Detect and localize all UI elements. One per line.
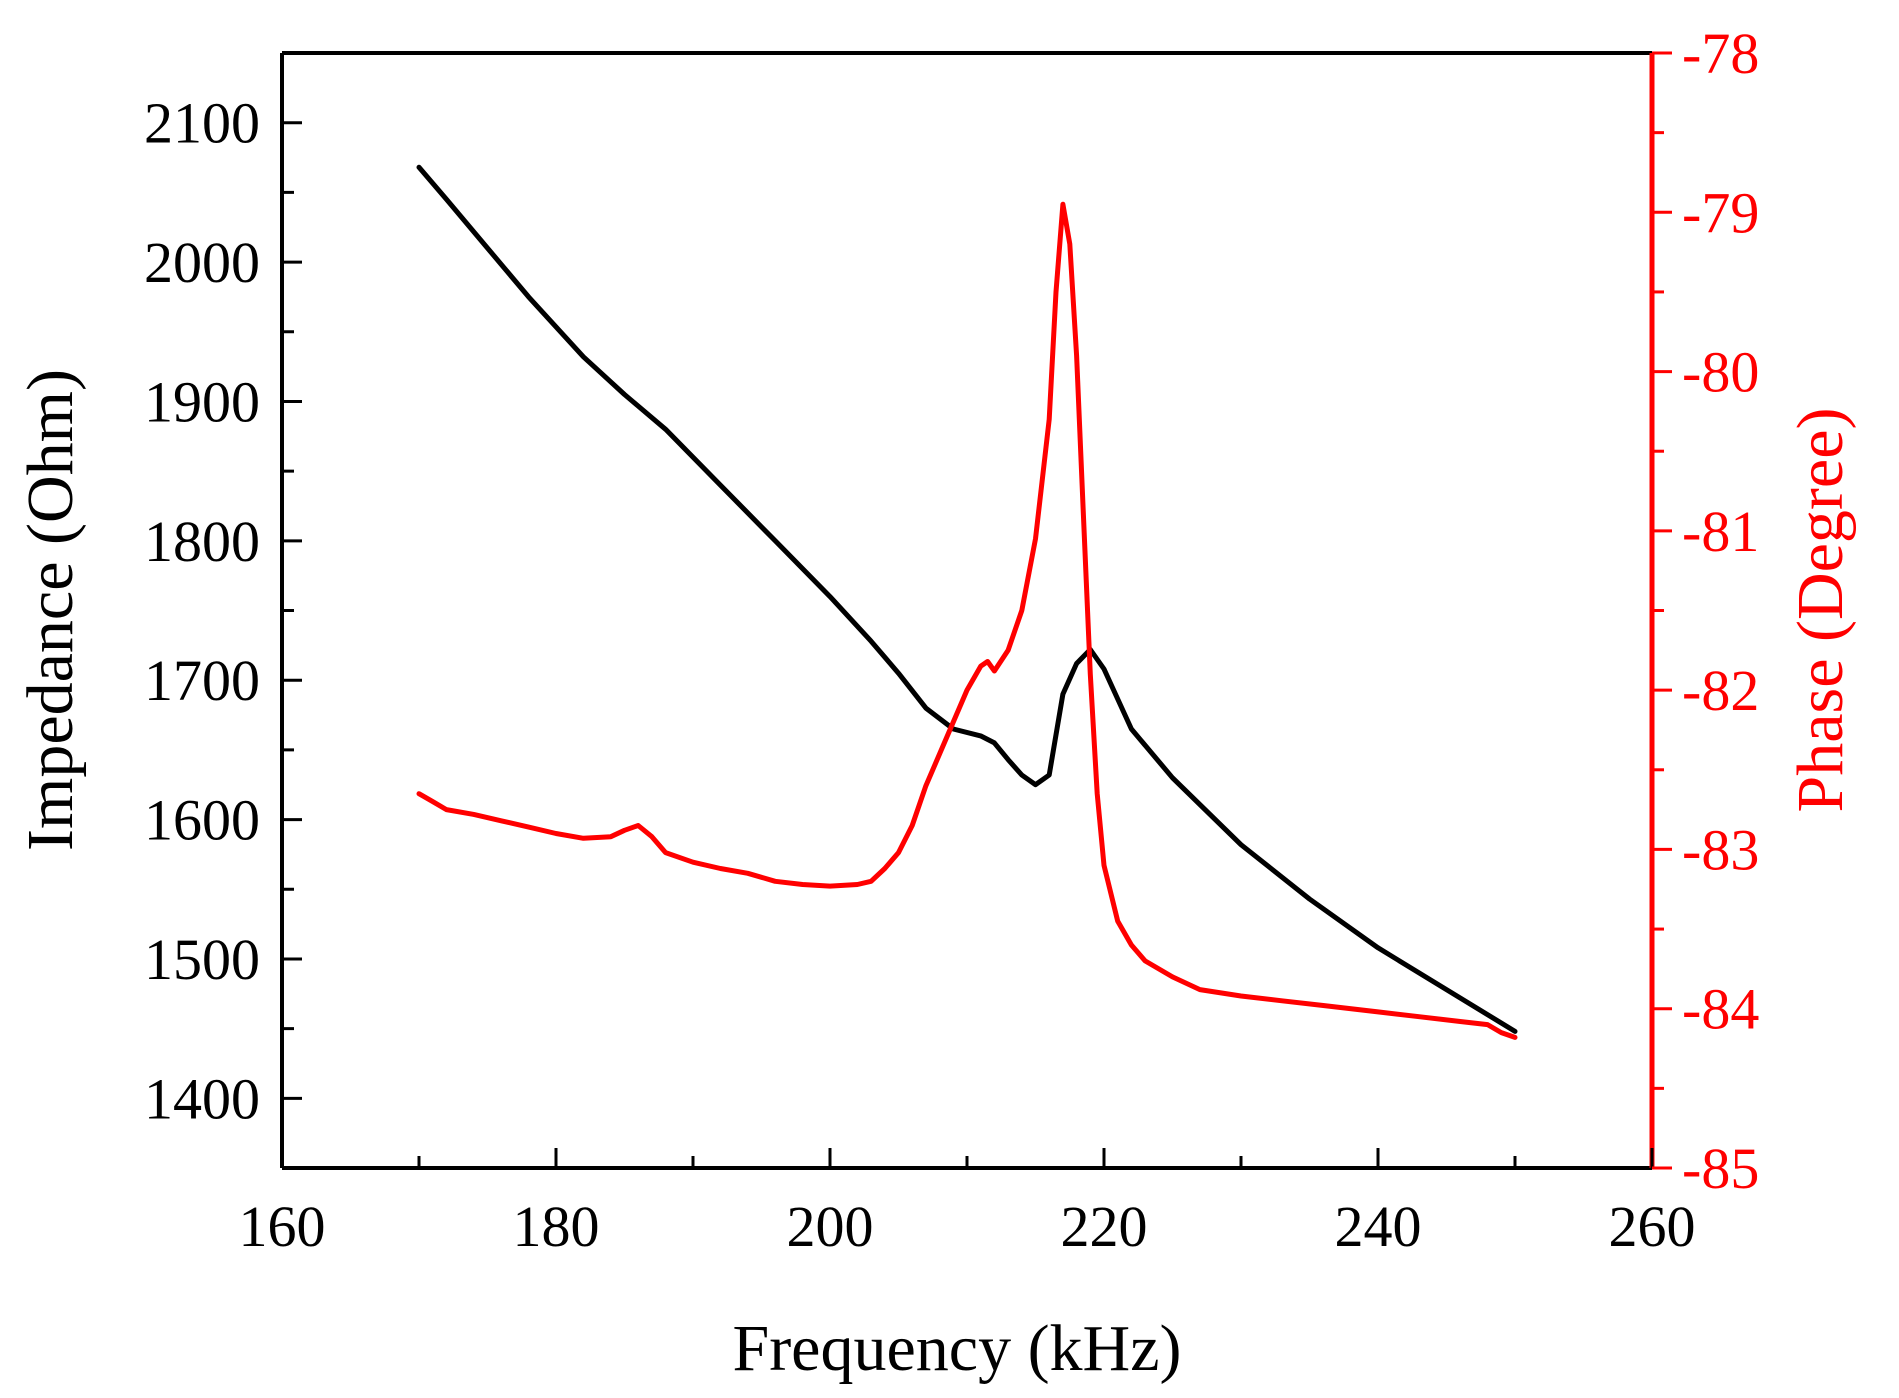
x-tick-label: 160 <box>239 1194 326 1259</box>
series-line-phase <box>416 201 1518 1040</box>
axes-layer <box>280 51 1672 1170</box>
y-left-tick-label: 1500 <box>144 927 260 992</box>
y-left-tick-label: 1800 <box>144 509 260 574</box>
y-left-tick-label: 1600 <box>144 788 260 853</box>
y-left-tick-label: 2100 <box>144 91 260 156</box>
y-axis-right-label: Phase (Degree) <box>1784 408 1857 813</box>
series-layer <box>416 164 1518 1040</box>
series-line-impedance <box>416 164 1518 1034</box>
y-left-tick-label: 1700 <box>144 648 260 713</box>
y-axis-left-label: Impedance (Ohm) <box>14 369 87 851</box>
x-tick-label: 260 <box>1609 1194 1696 1259</box>
y-left-tick-label: 1400 <box>144 1066 260 1131</box>
y-left-tick-label: 1900 <box>144 369 260 434</box>
y-right-tick-label: -83 <box>1682 817 1759 882</box>
y-right-tick-label: -78 <box>1682 21 1759 86</box>
x-tick-label: 180 <box>513 1194 600 1259</box>
x-tick-label: 240 <box>1335 1194 1422 1259</box>
y-right-tick-label: -85 <box>1682 1136 1759 1201</box>
x-tick-label: 220 <box>1061 1194 1148 1259</box>
y-left-tick-label: 2000 <box>144 230 260 295</box>
y-right-tick-label: -81 <box>1682 499 1759 564</box>
y-right-tick-label: -82 <box>1682 658 1759 723</box>
y-right-tick-label: -84 <box>1682 977 1759 1042</box>
x-axis-label: Frequency (kHz) <box>733 1312 1182 1385</box>
y-right-tick-label: -79 <box>1682 180 1759 245</box>
tick-label-layer: 160 180 200 220 240 260 1400 1500 1600 1700 1800 19… <box>144 21 1759 1259</box>
y-right-tick-label: -80 <box>1682 340 1759 405</box>
x-tick-label: 200 <box>787 1194 874 1259</box>
